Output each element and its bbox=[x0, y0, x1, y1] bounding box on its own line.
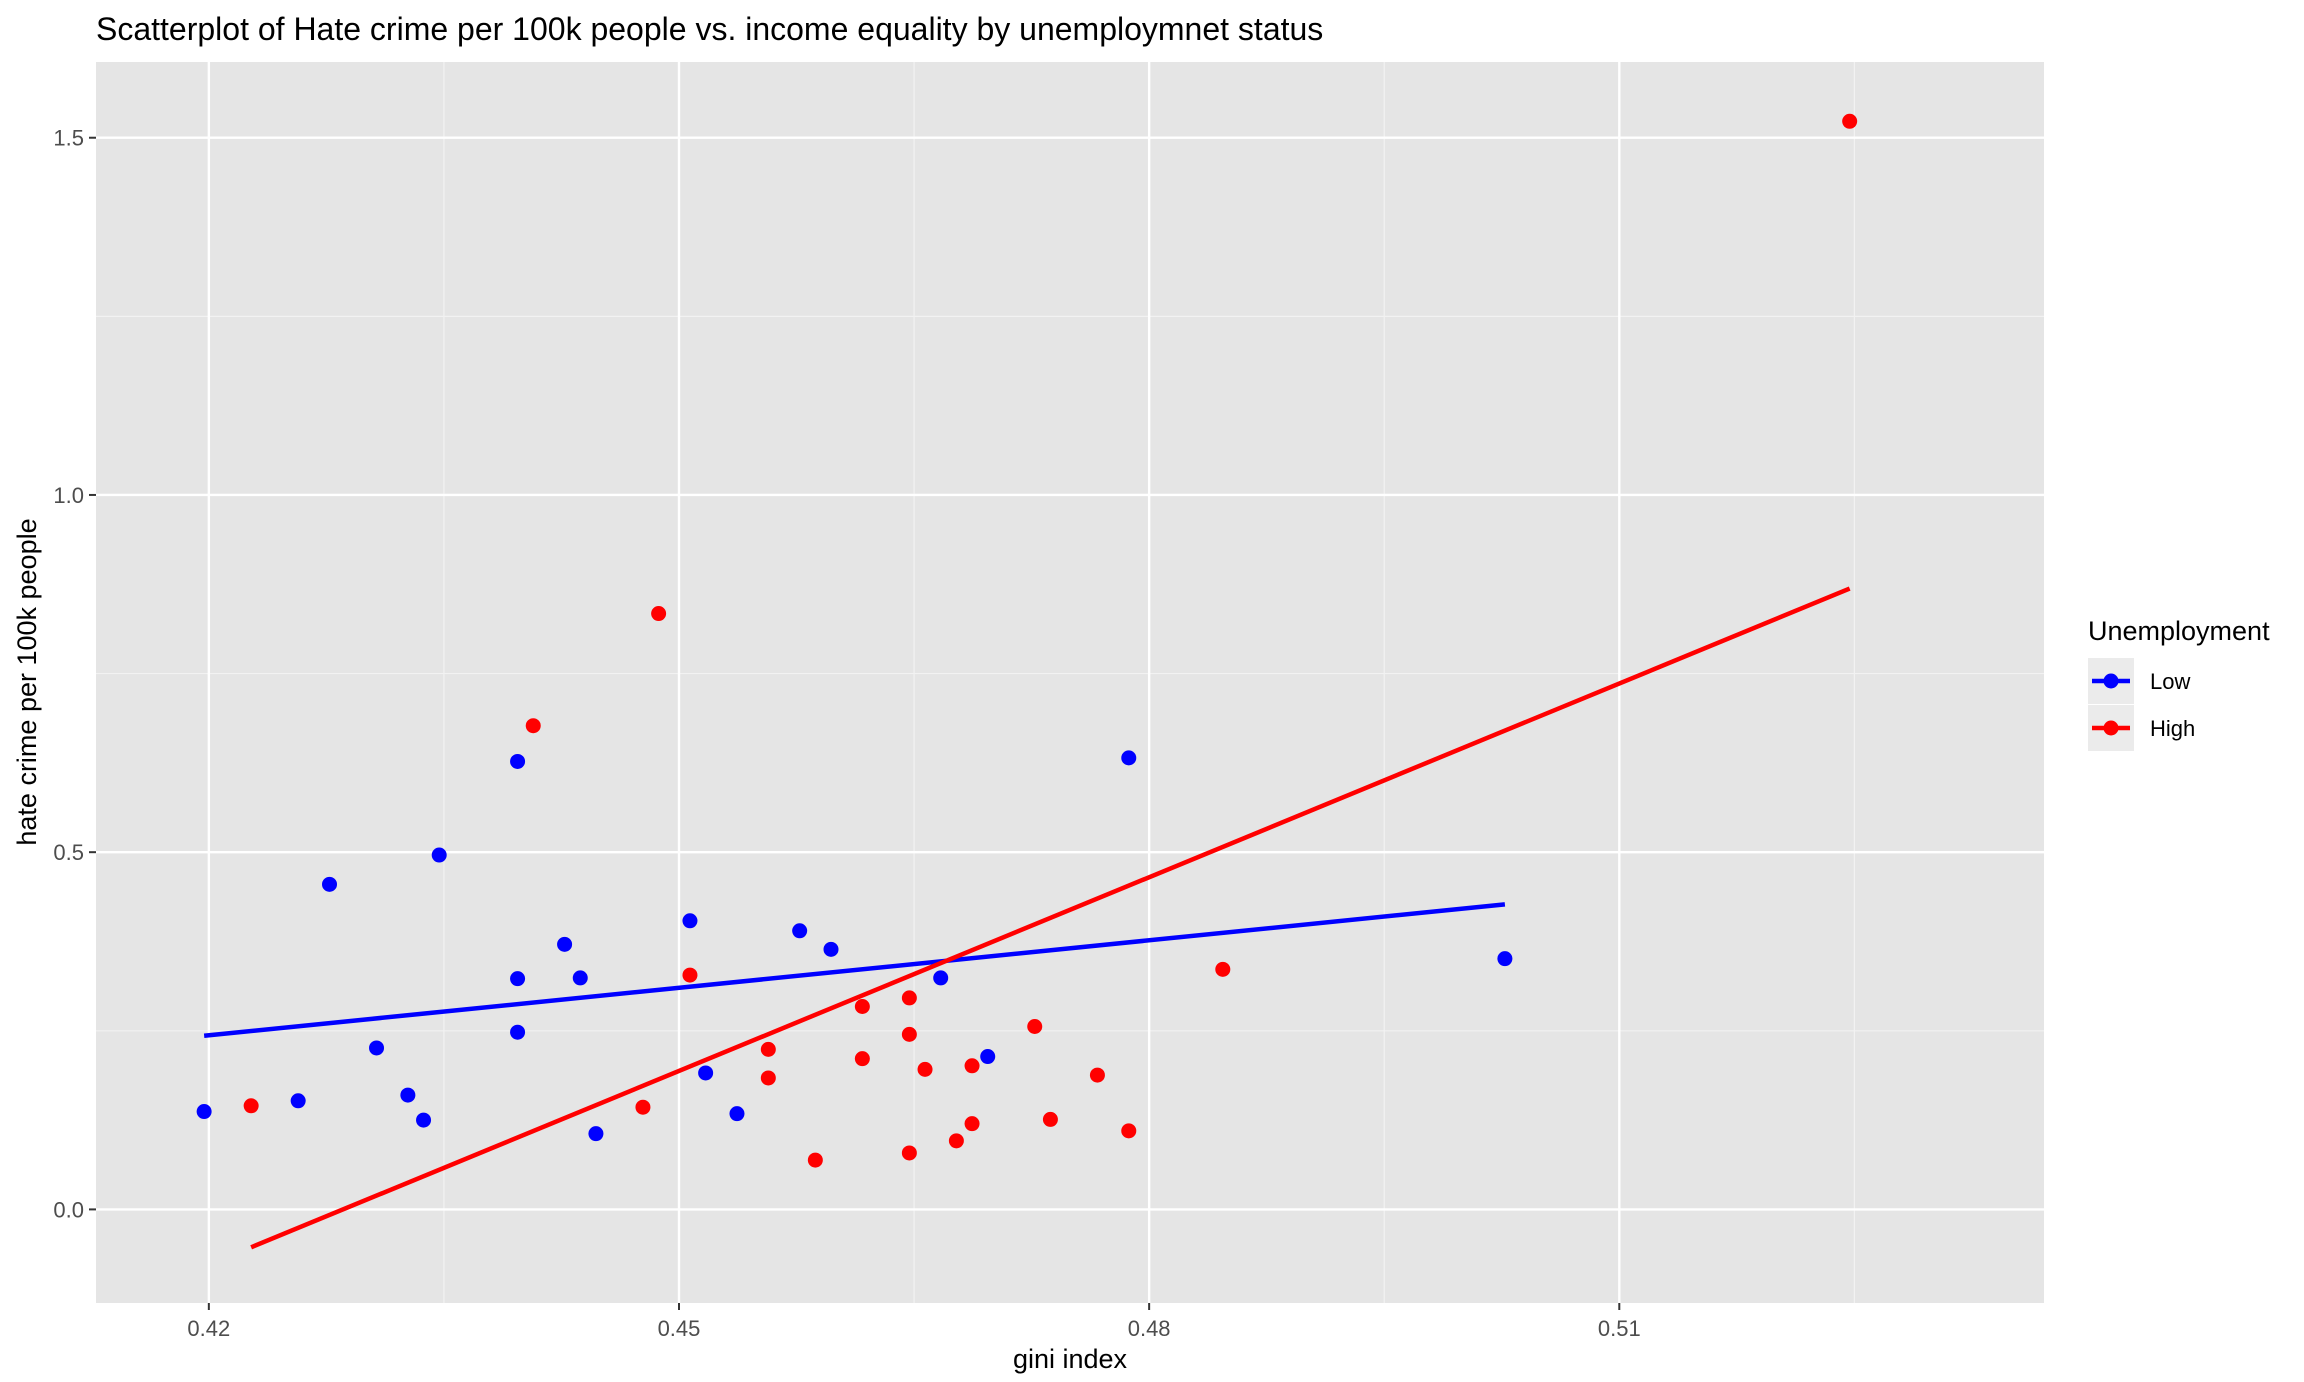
point-low bbox=[823, 941, 839, 957]
point-low bbox=[572, 970, 588, 986]
point-high bbox=[635, 1099, 651, 1115]
trend-line-high bbox=[250, 586, 1851, 1250]
point-high bbox=[1089, 1067, 1105, 1083]
legend-label-low: Low bbox=[2150, 669, 2190, 694]
point-high bbox=[1842, 113, 1858, 129]
grid-minor bbox=[96, 62, 2044, 1303]
point-high bbox=[760, 1041, 776, 1057]
x-tick-label: 0.48 bbox=[1128, 1316, 1171, 1341]
point-low bbox=[322, 876, 338, 892]
y-tick-label: 1.5 bbox=[53, 126, 84, 151]
point-high bbox=[1042, 1111, 1058, 1127]
point-low bbox=[1121, 750, 1137, 766]
point-high bbox=[964, 1116, 980, 1132]
point-low bbox=[400, 1087, 416, 1103]
y-tick-label: 0.0 bbox=[53, 1197, 84, 1222]
point-low bbox=[196, 1104, 212, 1120]
point-high bbox=[901, 1145, 917, 1161]
point-low bbox=[729, 1106, 745, 1122]
point-low bbox=[510, 1024, 526, 1040]
trend-lines bbox=[203, 586, 1851, 1250]
point-low bbox=[792, 923, 808, 939]
legend: Unemployment Low High bbox=[2088, 616, 2270, 751]
point-high bbox=[243, 1098, 259, 1114]
y-tick-label: 0.5 bbox=[53, 840, 84, 865]
point-low bbox=[698, 1065, 714, 1081]
point-high bbox=[917, 1061, 933, 1077]
plot-panel bbox=[96, 62, 2044, 1303]
grid-major bbox=[96, 62, 2044, 1303]
point-high bbox=[1215, 961, 1231, 977]
trend-line-low bbox=[203, 902, 1506, 1039]
point-low bbox=[588, 1126, 604, 1142]
point-low bbox=[290, 1093, 306, 1109]
point-low bbox=[933, 970, 949, 986]
y-axis: 0.0 0.5 1.0 1.5 bbox=[53, 126, 96, 1222]
point-high bbox=[854, 1051, 870, 1067]
x-tick-label: 0.42 bbox=[187, 1316, 230, 1341]
point-low bbox=[510, 753, 526, 769]
legend-label-high: High bbox=[2150, 716, 2195, 741]
point-high bbox=[525, 718, 541, 734]
point-low bbox=[369, 1040, 385, 1056]
x-axis: 0.42 0.45 0.48 0.51 bbox=[187, 1303, 1641, 1341]
point-low bbox=[431, 847, 447, 863]
point-low bbox=[1497, 951, 1513, 967]
point-high bbox=[682, 967, 698, 983]
point-low bbox=[980, 1049, 996, 1065]
legend-key-point-low bbox=[2103, 673, 2119, 689]
point-low bbox=[416, 1112, 432, 1128]
x-tick-label: 0.51 bbox=[1598, 1316, 1641, 1341]
point-high bbox=[651, 606, 667, 622]
x-tick-label: 0.45 bbox=[658, 1316, 701, 1341]
point-high bbox=[948, 1133, 964, 1149]
point-high bbox=[807, 1152, 823, 1168]
point-high bbox=[854, 999, 870, 1015]
y-axis-title: hate crime per 100k people bbox=[12, 518, 42, 845]
point-high bbox=[964, 1058, 980, 1074]
data-points bbox=[196, 113, 1858, 1168]
point-high bbox=[760, 1070, 776, 1086]
y-tick-label: 1.0 bbox=[53, 483, 84, 508]
point-low bbox=[510, 971, 526, 987]
x-axis-title: gini index bbox=[1013, 1344, 1128, 1374]
legend-title: Unemployment bbox=[2088, 616, 2270, 646]
point-high bbox=[1027, 1019, 1043, 1035]
point-low bbox=[682, 913, 698, 929]
chart-title: Scatterplot of Hate crime per 100k peopl… bbox=[96, 11, 1323, 47]
point-high bbox=[901, 1026, 917, 1042]
point-high bbox=[1121, 1123, 1137, 1139]
point-low bbox=[557, 936, 573, 952]
legend-key-point-high bbox=[2103, 720, 2119, 736]
point-high bbox=[901, 990, 917, 1006]
